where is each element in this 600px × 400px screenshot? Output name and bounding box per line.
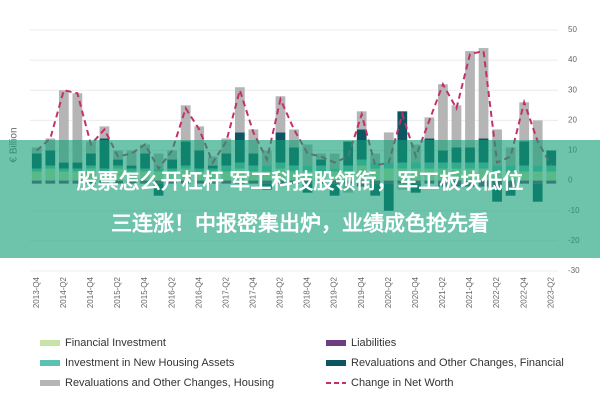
x-tick-label: 2021-Q2 <box>438 276 447 308</box>
legend-swatch <box>326 360 346 366</box>
bar-segment <box>99 126 110 139</box>
bar-segment <box>356 111 367 130</box>
x-tick-label: 2014-Q2 <box>59 276 68 308</box>
legend-swatch <box>40 360 60 366</box>
x-tick-label: 2018-Q4 <box>303 276 312 308</box>
x-tick-label: 2019-Q4 <box>357 276 366 308</box>
y-tick-label: 40 <box>568 55 577 64</box>
bar-segment <box>180 105 191 142</box>
x-tick-label: 2018-Q2 <box>276 276 285 308</box>
y-tick-label: 50 <box>568 25 577 34</box>
x-tick-label: 2014-Q4 <box>86 276 95 308</box>
x-tick-label: 2020-Q4 <box>411 276 420 308</box>
legend-label: Investment in New Housing Assets <box>65 357 235 369</box>
y-tick-label: 30 <box>568 85 577 94</box>
bar-segment <box>424 117 435 139</box>
x-tick-label: 2015-Q4 <box>140 276 149 308</box>
legend-swatch <box>40 380 60 386</box>
legend-label: Financial Investment <box>65 337 166 349</box>
banner-text: 股票怎么开杠杆 军工科技股领衔，军工板块低位 <box>77 170 524 194</box>
bar-segment <box>397 111 408 163</box>
y-tick-label: -30 <box>568 266 580 275</box>
legend-label: Revaluations and Other Changes, Financia… <box>351 357 564 369</box>
x-tick-label: 2021-Q4 <box>465 276 474 308</box>
bar-segment <box>451 105 462 148</box>
x-tick-label: 2019-Q2 <box>330 276 339 308</box>
x-tick-label: 2015-Q2 <box>113 276 122 308</box>
banner <box>0 140 600 258</box>
legend-swatch <box>40 340 60 346</box>
x-tick-label: 2020-Q2 <box>384 276 393 308</box>
banner-text: 三连涨！中报密集出炉，业绩成色抢先看 <box>111 212 489 236</box>
bar-segment <box>465 51 475 148</box>
x-tick-label: 2017-Q4 <box>248 276 257 308</box>
x-tick-label: 2023-Q2 <box>546 276 555 308</box>
y-tick-label: 20 <box>568 115 577 124</box>
bar-segment <box>478 48 489 139</box>
bar-segment <box>275 96 286 133</box>
bar-segment <box>194 126 205 151</box>
bar-segment <box>234 87 245 133</box>
x-tick-label: 2016-Q4 <box>194 276 203 308</box>
x-tick-label: 2013-Q4 <box>32 276 41 308</box>
bar-segment <box>58 90 69 163</box>
bar-segment <box>438 84 448 151</box>
x-tick-label: 2017-Q2 <box>221 276 230 308</box>
bar-segment <box>519 102 530 142</box>
bar-segment <box>72 93 83 163</box>
legend-label: Change in Net Worth <box>351 377 454 389</box>
x-tick-label: 2016-Q2 <box>167 276 176 308</box>
x-tick-label: 2022-Q2 <box>492 276 501 308</box>
legend-label: Revaluations and Other Changes, Housing <box>65 377 274 389</box>
legend-swatch <box>326 340 346 346</box>
legend-label: Liabilities <box>351 337 397 349</box>
bar-segment <box>289 129 299 148</box>
x-tick-label: 2022-Q4 <box>519 276 528 308</box>
